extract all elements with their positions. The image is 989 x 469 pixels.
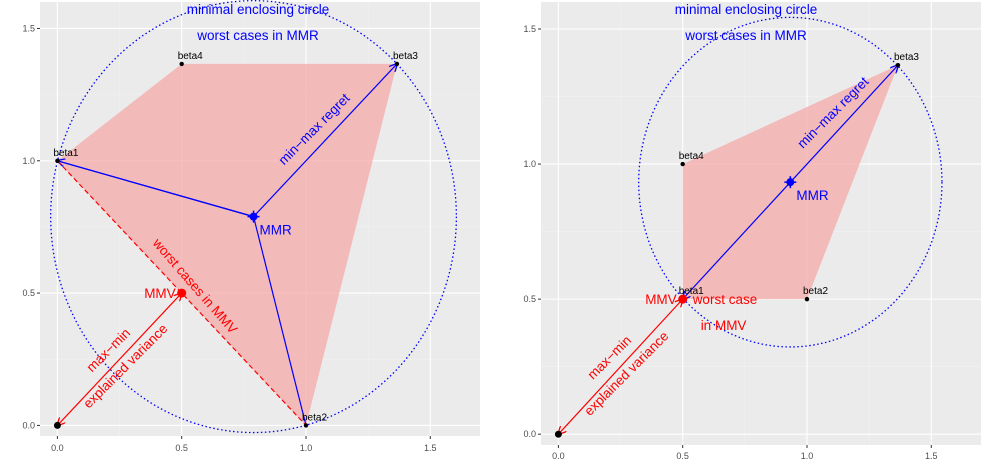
mmv-dot — [177, 288, 187, 298]
y-tick-label: 1.5 — [22, 23, 35, 33]
y-tick-label: 0.5 — [22, 288, 35, 298]
point-label-beta4: beta4 — [679, 151, 704, 162]
point-label-beta2: beta2 — [803, 286, 828, 297]
circle-title-1: minimal enclosing circle — [675, 2, 818, 17]
y-tick-label: 0.0 — [523, 429, 536, 439]
point-label-beta2: beta2 — [302, 412, 327, 423]
point-beta2 — [804, 296, 810, 302]
point-beta3 — [895, 63, 901, 68]
left-panel: 0.0 0.5 1.0 1.5 0.0 0.5 1.0 1.5 beta1 beta2 beta3 b… — [22, 0, 480, 453]
x-tick-label: 1.5 — [925, 451, 938, 461]
mmr-arrow — [789, 65, 898, 183]
mmr-label: MMR — [796, 188, 828, 203]
mmv-worst-label-2: in MMV — [701, 318, 747, 333]
mmr-line-beta1-arrow — [57, 161, 254, 218]
mmr-line-beta2 — [252, 216, 307, 426]
x-tick-label: 0.5 — [175, 443, 188, 453]
x-tick-label: 0.0 — [51, 443, 64, 453]
mmr-marker — [784, 176, 797, 189]
mmv-label: MMV — [144, 286, 176, 301]
circle-title-2: worst cases in MMR — [196, 28, 319, 43]
mmr-marker — [247, 210, 260, 223]
mmr-arrow — [253, 64, 397, 218]
point-beta4 — [179, 61, 184, 67]
y-tick-label: 1.0 — [22, 156, 35, 166]
point-beta3 — [394, 61, 400, 67]
mmr-label: MMR — [260, 223, 292, 238]
origin-point — [554, 430, 562, 438]
mmr-line-beta1 — [683, 181, 791, 299]
mmv-dashed-line — [56, 160, 307, 426]
point-beta4 — [680, 161, 685, 167]
circle-title-1: minimal enclosing circle — [187, 2, 330, 17]
y-tick-label: 0.0 — [22, 420, 35, 430]
point-label-beta3: beta3 — [894, 52, 919, 63]
origin-point — [53, 421, 61, 429]
point-beta1 — [55, 158, 60, 163]
mmv-arrow — [558, 299, 682, 434]
enclosing-circle — [50, 0, 458, 434]
enclosing-circle — [638, 16, 943, 348]
x-tick-label: 1.0 — [300, 443, 313, 453]
point-label-beta4: beta4 — [178, 51, 203, 62]
point-label-beta3: beta3 — [393, 51, 418, 62]
x-tick-label: 1.5 — [424, 443, 437, 453]
point-label-beta1: beta1 — [53, 148, 78, 159]
y-tick-label: 1.0 — [523, 159, 536, 169]
mmv-label: MMV — [645, 292, 677, 307]
circle-title-2: worst cases in MMR — [684, 28, 807, 43]
mmv-arrow — [57, 293, 181, 425]
x-tick-label: 1.0 — [801, 451, 814, 461]
mmv-worst-label-1: worst case — [692, 292, 758, 307]
mmv-dot — [678, 294, 688, 304]
x-tick-label: 0.5 — [676, 451, 689, 461]
point-beta2 — [303, 423, 309, 428]
point-label-beta1: beta1 — [679, 286, 704, 297]
x-tick-label: 0.0 — [552, 451, 565, 461]
right-panel: 0.0 0.5 1.0 1.5 0.0 0.5 1.0 1.5 beta1 beta2 beta3 b… — [523, 2, 981, 461]
y-tick-label: 0.5 — [523, 294, 536, 304]
y-tick-label: 1.5 — [523, 24, 536, 34]
